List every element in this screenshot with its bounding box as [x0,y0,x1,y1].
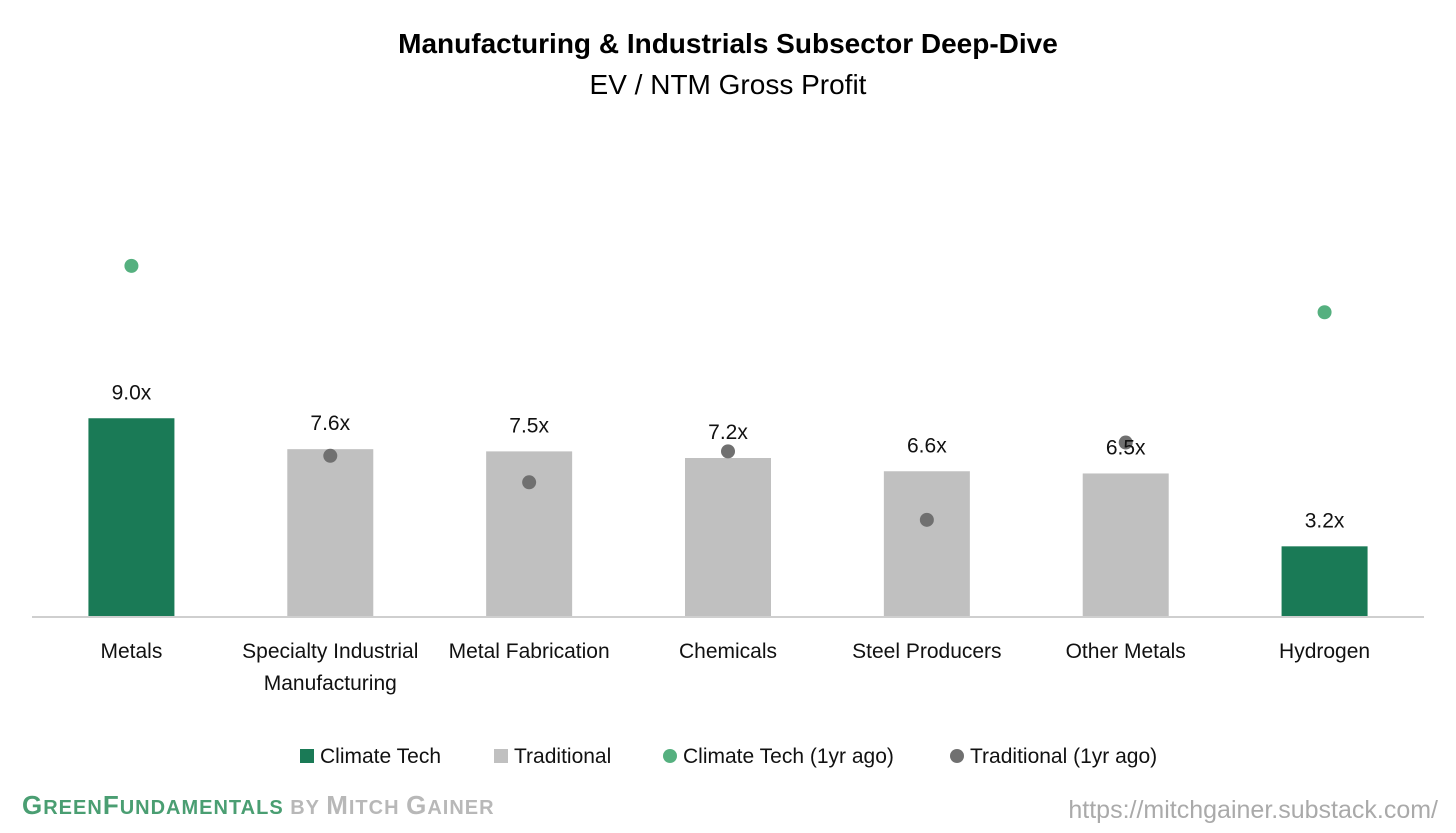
marker-1yr-5 [1118,435,1133,450]
legend-label-2: Climate Tech (1yr ago) [683,745,894,768]
chart-subtitle: EV / NTM Gross Profit [590,69,867,100]
bar-3 [685,458,771,617]
label-group: 9.0x Metals 7.6x Specialty Industrial Manufa… [100,381,1370,695]
data-label-6: 3.2x [1305,509,1345,532]
chart-title: Manufacturing & Industrials Subsector De… [398,28,1058,59]
category-label-2: Metal Fabrication [449,640,610,663]
legend-label-1: Traditional [514,745,611,768]
legend: Climate Tech Traditional Climate Tech (1yr… [300,745,1157,768]
marker-1yr-6 [1317,305,1332,320]
bar-1 [287,449,374,617]
brand-logo: GREENFUNDAMENTALS BY MITCH GAINER [22,790,495,820]
legend-swatch-0 [300,749,314,763]
category-label-4: Steel Producers [852,640,1001,663]
marker-group [124,258,1332,527]
bar-5 [1082,473,1169,617]
legend-swatch-3 [950,749,964,763]
category-label-5: Other Metals [1066,640,1186,663]
category-label-1-0: Specialty Industrial [242,640,418,663]
category-label-3: Chemicals [679,640,777,663]
data-label-0: 9.0x [112,381,152,404]
data-label-2: 7.5x [509,414,549,437]
data-label-4: 6.6x [907,434,947,457]
data-label-3: 7.2x [708,421,748,444]
bar-0 [88,418,175,617]
category-label-0: Metals [100,640,162,663]
legend-label-0: Climate Tech [320,745,441,768]
data-label-1: 7.6x [310,412,350,435]
marker-1yr-1 [323,448,338,463]
bar-group [88,418,1368,617]
marker-1yr-3 [721,444,735,459]
marker-1yr-0 [124,258,139,273]
bar-6 [1281,546,1368,617]
bar-4 [883,471,970,617]
marker-1yr-2 [522,475,537,490]
legend-label-3: Traditional (1yr ago) [970,745,1157,768]
category-label-1-1: Manufacturing [264,672,397,695]
legend-swatch-1 [494,749,508,763]
legend-swatch-2 [663,749,677,763]
marker-1yr-4 [919,512,934,527]
source-url[interactable]: https://mitchgainer.substack.com/ [1068,796,1438,824]
data-label-5: 6.5x [1106,436,1146,459]
category-label-6: Hydrogen [1279,640,1370,663]
